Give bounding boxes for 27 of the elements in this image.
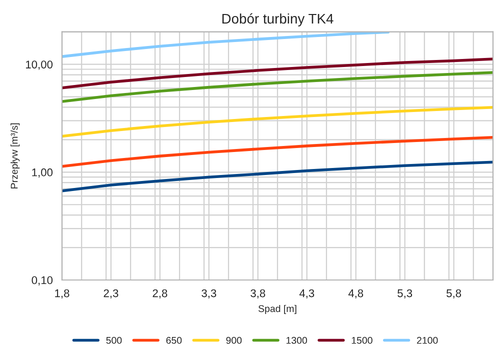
line-series: [62, 106, 493, 138]
x-tick-label: 2,8: [152, 289, 168, 298]
y-tick-label: 0,10: [32, 276, 53, 286]
x-tick-label: 1,8: [55, 289, 70, 298]
line-series: [62, 136, 493, 168]
x-tick-label: 3,8: [250, 289, 266, 298]
legend-label: 1500: [352, 336, 372, 344]
x-tick-label: 2,3: [104, 289, 118, 298]
line-series: [62, 58, 493, 90]
legend-label: 2100: [417, 336, 438, 344]
x-tick-label: 4,8: [348, 289, 364, 298]
legend-label: 500: [106, 336, 122, 344]
x-tick-label: 4,3: [299, 289, 314, 298]
legend-label: 1300: [286, 336, 308, 344]
legend-label: 650: [166, 336, 182, 344]
line-series: [62, 71, 493, 103]
legend-label: 900: [226, 336, 242, 344]
chart-title: Dobór turbiny TK4: [222, 13, 334, 26]
x-axis-title: Spad [m]: [258, 304, 296, 314]
y-tick-label: 1,00: [32, 168, 53, 178]
y-tick-label: 10,00: [26, 60, 53, 70]
line-series: [62, 160, 493, 192]
x-tick-label: 5,3: [398, 289, 412, 298]
x-tick-label: 3,3: [202, 289, 216, 298]
y-axis-title: Przepływ [m³/s]: [10, 123, 20, 188]
x-tick-label: 5,8: [446, 289, 462, 298]
line-series: [62, 32, 390, 58]
